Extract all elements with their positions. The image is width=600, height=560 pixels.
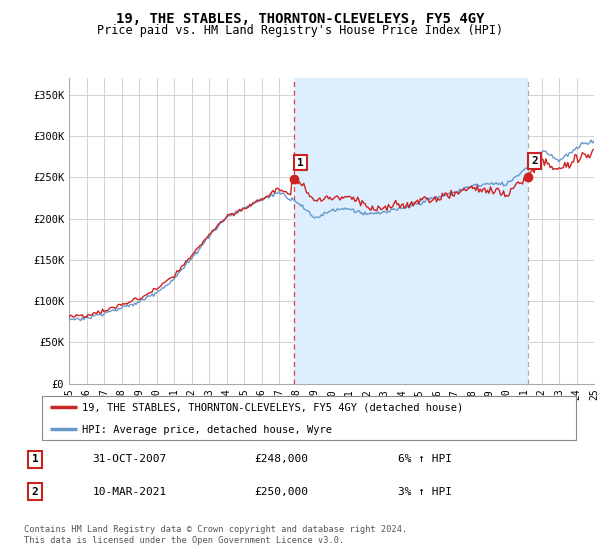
- Text: 19, THE STABLES, THORNTON-CLEVELEYS, FY5 4GY (detached house): 19, THE STABLES, THORNTON-CLEVELEYS, FY5…: [82, 403, 463, 413]
- Text: £250,000: £250,000: [254, 487, 308, 497]
- Text: 19, THE STABLES, THORNTON-CLEVELEYS, FY5 4GY: 19, THE STABLES, THORNTON-CLEVELEYS, FY5…: [116, 12, 484, 26]
- Text: £248,000: £248,000: [254, 454, 308, 464]
- Text: 10-MAR-2021: 10-MAR-2021: [92, 487, 167, 497]
- Text: 3% ↑ HPI: 3% ↑ HPI: [398, 487, 452, 497]
- Text: 2: 2: [32, 487, 38, 497]
- Text: Contains HM Land Registry data © Crown copyright and database right 2024.
This d: Contains HM Land Registry data © Crown c…: [24, 525, 407, 545]
- Text: 31-OCT-2007: 31-OCT-2007: [92, 454, 167, 464]
- Text: HPI: Average price, detached house, Wyre: HPI: Average price, detached house, Wyre: [82, 424, 332, 435]
- Text: 2: 2: [531, 156, 538, 166]
- Text: 1: 1: [32, 454, 38, 464]
- Text: 6% ↑ HPI: 6% ↑ HPI: [398, 454, 452, 464]
- Text: Price paid vs. HM Land Registry's House Price Index (HPI): Price paid vs. HM Land Registry's House …: [97, 24, 503, 36]
- Text: 1: 1: [297, 157, 304, 167]
